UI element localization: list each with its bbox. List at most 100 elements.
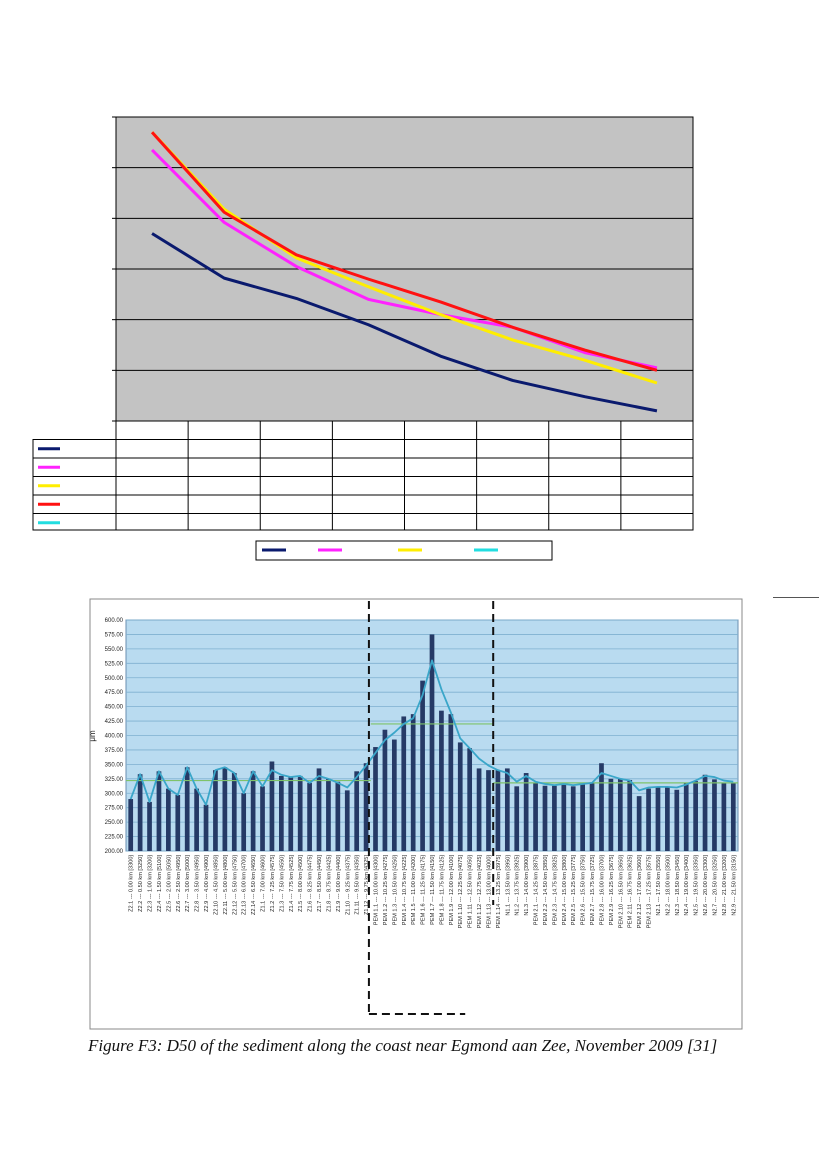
x-tick-label: PEM 1.8 --- 11.75 km [4125] [439,855,445,925]
x-tick-label: Z2.14 --- 6.50 km [4650] [251,855,257,915]
bar [128,799,134,851]
bar [241,793,247,851]
bar [504,768,510,851]
bar [326,778,331,851]
bar [665,786,670,851]
x-tick-label: PEM 1.11 --- 12.50 km [4050] [468,855,474,928]
bar [636,796,642,851]
bar [439,710,444,851]
bar [354,771,360,851]
y-tick-label: 250.00 [105,820,124,826]
x-tick-label: Z2.3 --- 1.00 km [3200] [148,855,154,912]
x-tick-label: N2.7 --- 20.50 km [3250] [712,855,718,916]
x-tick-label: Z1.1 --- 7.00 km [4600] [261,855,267,912]
bar [721,782,727,851]
y-tick-label: 575.00 [105,632,124,638]
figure-caption: Figure F3: D50 of the sediment along the… [88,1036,718,1055]
chart-legend [255,540,553,561]
bar [166,788,171,851]
x-tick-label: N2.8 --- 21.00 km [3200] [722,855,728,916]
running-mean-line [129,659,734,806]
x-tick-label: PEM 2.2 --- 14.50 km [3850] [543,855,549,926]
x-tick-label: Z2.10 --- 4.50 km [4850] [213,855,219,915]
bar [316,768,322,851]
bar [260,786,265,851]
bar [391,739,397,851]
bar [156,771,162,851]
y-tick-label: 475.00 [105,690,124,696]
x-tick-label: N2.6 --- 20.00 km [3300] [703,855,709,916]
x-tick-label: PEM 1.4 --- 10.75 km [4225] [402,855,408,926]
series-line-1 [151,232,658,413]
bar [335,781,341,851]
bar [401,716,407,851]
bar [674,789,680,851]
bar [712,779,717,851]
bar [288,777,294,851]
y-tick-label: 600.00 [105,618,124,624]
x-tick-label: PEM 2.12 --- 17.00 km [3600] [637,855,643,929]
bar [683,783,689,851]
x-tick-label: PEM 2.11 --- 16.75 km [3625] [628,855,634,928]
x-tick-label: Z1.10 --- 9.25 km [4375] [345,855,351,915]
bar [580,784,585,851]
y-tick-label: 500.00 [105,676,124,682]
x-tick-label: Z2.2 --- 0.50 km [3250] [138,855,144,912]
bar [608,778,614,851]
x-tick-label: Z1.3 --- 7.50 km [4550] [279,855,285,912]
y-tick-label: 300.00 [105,791,124,797]
y-tick-label: 225.00 [105,835,124,841]
series-line-2 [150,148,658,370]
x-tick-label: PEM 1.2 --- 10.25 km [4275] [383,855,389,926]
bar [213,770,218,851]
x-tick-label: Z2.9 --- 4.00 km [4900] [204,855,210,912]
x-tick-label: Z1.11 --- 9.50 km [4350] [355,855,361,915]
x-tick-label: Z1.9 --- 9.00 km [4400] [336,855,342,912]
x-tick-label: PEM 2.9 --- 16.25 km [3675] [609,855,615,926]
bar [410,714,416,851]
bar [429,634,435,851]
bar [363,763,369,851]
bar [495,770,501,851]
bar [627,779,633,851]
x-tick-label: N2.5 --- 19.50 km [3350] [694,855,700,916]
bar [533,782,538,851]
x-tick-label: N2.2 --- 18.00 km [3500] [665,855,671,916]
bar [561,782,567,851]
x-tick-label: PEM 2.10 --- 16.50 km [3650] [618,855,624,929]
y-tick-label: 375.00 [105,748,124,754]
x-tick-label: PEM 2.13 --- 17.25 km [3575] [647,855,653,929]
x-tick-label: N1.2 --- 13.75 km [3925] [515,855,521,916]
bar [646,788,651,851]
bar [269,761,275,851]
y-tick-label: 200.00 [105,849,124,855]
bar [420,680,425,851]
x-tick-label: Z1.7 --- 8.50 km [4450] [317,855,323,912]
bar [486,770,491,851]
x-tick-label: PEM 1.5 --- 11.00 km [4200] [411,855,417,925]
y-tick-label: 325.00 [105,777,124,783]
y-tick-label: 450.00 [105,705,124,711]
x-tick-label: Z2.13 --- 6.00 km [4700] [242,855,248,915]
bar [542,785,548,851]
bar [523,773,529,851]
bar [147,801,152,851]
x-tick-label: PEM 2.5 --- 15.25 km [3775] [571,855,577,926]
x-tick-label: Z2.8 --- 3.50 km [4950] [195,855,201,912]
x-tick-label: Z1.5 --- 8.00 km [4500] [298,855,304,912]
bar [297,775,303,851]
x-tick-label: PEM 1.7 --- 11.50 km [4150] [430,855,436,925]
x-tick-label: N2.4 --- 19.00 km [3400] [684,855,690,916]
top-line-chart [32,116,694,561]
bar [222,767,228,851]
x-tick-label: Z1.2 --- 7.25 km [4575] [270,855,276,912]
x-tick-label: Z2.4 --- 1.50 km [5100] [157,855,163,912]
x-tick-label: N2.1 --- 17.50 km [3550] [656,855,662,916]
x-tick-label: Z1.6 --- 8.25 km [4475] [308,855,314,912]
x-tick-label: N2.3 --- 18.50 km [3450] [675,855,681,916]
bar [184,767,190,851]
y-tick-label: 425.00 [105,719,124,725]
x-tick-label: PEM 2.7 --- 15.75 km [3725] [590,855,596,926]
bar [552,785,557,851]
bar [693,781,698,851]
